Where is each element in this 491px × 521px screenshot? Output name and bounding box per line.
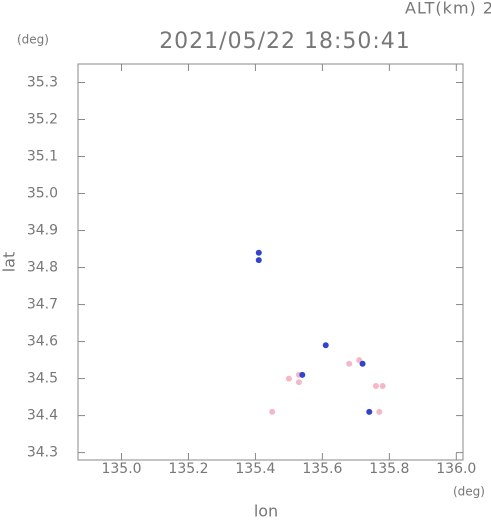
- plot-frame: [77, 63, 464, 461]
- echo-point: [269, 408, 276, 415]
- x-tick-label: 135.4: [235, 461, 275, 477]
- y-tick-label: 35.2: [27, 112, 58, 128]
- y-tick-label: 35.3: [27, 75, 58, 91]
- chart-title: 2021/05/22 18:50:41: [159, 29, 411, 54]
- x-tick-label: 135.0: [101, 461, 141, 477]
- x-tick-label: 135.6: [302, 461, 342, 477]
- echo-point: [285, 375, 292, 382]
- echo-point: [376, 408, 383, 415]
- y-tick-label: 34.3: [27, 445, 58, 461]
- echo-point: [379, 382, 386, 389]
- y-tick-label: 34.5: [27, 371, 58, 387]
- y-axis-label: lat: [0, 252, 19, 273]
- x-tick-label: 135.8: [369, 461, 409, 477]
- echo-point: [372, 382, 379, 389]
- y-tick-label: 35.1: [27, 149, 58, 165]
- y-tick-label: 34.8: [27, 260, 58, 276]
- x-tick-label: 135.2: [168, 461, 208, 477]
- echo-point: [299, 371, 306, 378]
- echo-point: [366, 408, 373, 415]
- echo-point: [359, 360, 366, 367]
- x-tick-label: 136.0: [436, 461, 476, 477]
- echo-point: [255, 257, 262, 264]
- echo-point: [346, 360, 353, 367]
- echo-point: [295, 379, 302, 386]
- y-tick-label: 34.4: [27, 408, 58, 424]
- echo-point: [255, 249, 262, 256]
- y-tick-label: 35.0: [27, 186, 58, 202]
- x-axis-label: lon: [254, 502, 278, 521]
- y-tick-label: 34.9: [27, 223, 58, 239]
- y-tick-label: 34.7: [27, 297, 58, 313]
- y-unit: (deg): [17, 33, 49, 47]
- altitude: ALT(km) 2.0: [405, 0, 491, 18]
- echo-point: [322, 342, 329, 349]
- y-tick-label: 34.6: [27, 334, 58, 350]
- x-unit: (deg): [453, 485, 485, 499]
